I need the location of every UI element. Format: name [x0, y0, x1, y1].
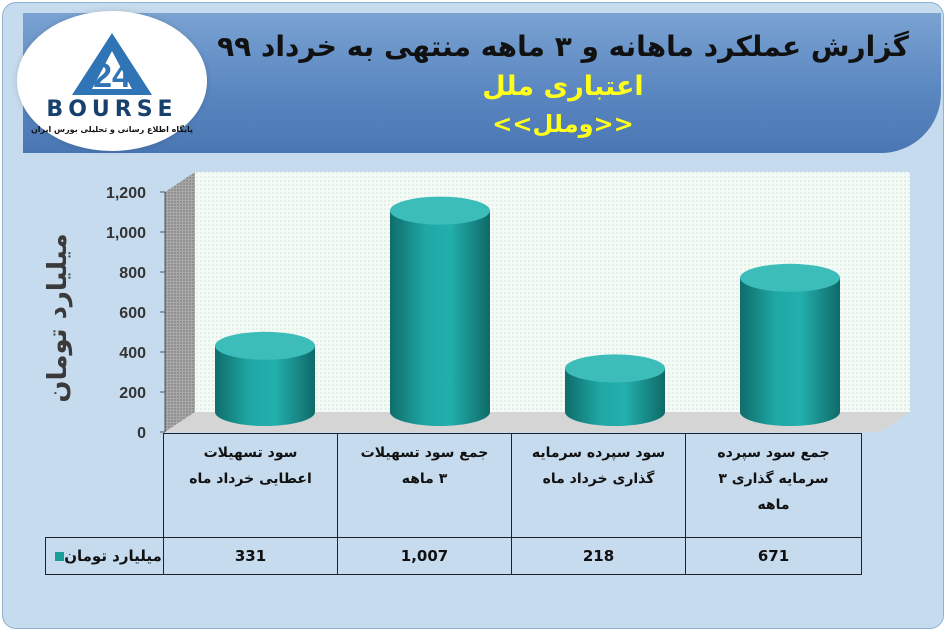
banner-text: گزارش عملکرد ماهانه و ۳ ماهه منتهی به خر… — [213, 27, 913, 141]
table-cell-value: 218 — [511, 537, 686, 575]
y-tick-label: 800 — [119, 265, 146, 282]
plot-back-wall — [195, 172, 910, 412]
report-title: گزارش عملکرد ماهانه و ۳ ماهه منتهی به خر… — [217, 30, 909, 63]
legend-entry: میلیارد تومان — [45, 537, 164, 575]
plot-floor — [165, 412, 910, 432]
bar — [740, 263, 840, 426]
y-tick-label: 200 — [119, 385, 146, 402]
company-name: اعتباری ملل — [482, 71, 644, 102]
bar — [565, 354, 665, 426]
plot-side-wall — [165, 172, 195, 432]
y-tick-label: 600 — [119, 305, 146, 322]
category-header: سود تسهیلات اعطایی خرداد ماه — [163, 433, 338, 538]
category-header: جمع سود سپرده سرمایه گذاری ۳ ماهه — [685, 433, 862, 538]
bar — [215, 331, 315, 426]
ticker-symbol: <<وملل>> — [492, 110, 634, 138]
category-header: جمع سود تسهیلات ۳ ماهه — [337, 433, 512, 538]
triangle-logo-icon: 24 — [72, 33, 152, 95]
y-axis-label: میلیارد تومان — [43, 233, 73, 402]
bars-group — [215, 196, 840, 426]
category-header: سود سپرده سرمایه گذاری خرداد ماه — [511, 433, 686, 538]
table-cell-value: 1,007 — [337, 537, 512, 575]
y-tick-label: 1,000 — [106, 225, 146, 242]
logo-tagline: پایگاه اطلاع رسانی و تحلیلی بورس ایران — [30, 125, 194, 134]
data-table: سود تسهیلات اعطایی خرداد ماه جمع سود تسهی… — [45, 433, 862, 575]
table-header-row: سود تسهیلات اعطایی خرداد ماه جمع سود تسهی… — [45, 433, 862, 538]
table-cell-value: 671 — [685, 537, 862, 575]
logo-brand: BOURSE — [46, 97, 178, 122]
y-tick-label: 1,200 — [106, 185, 146, 202]
legend-swatch-icon — [55, 552, 65, 561]
bourse24-logo: 24 BOURSE پایگاه اطلاع رسانی و تحلیلی بو… — [17, 11, 207, 151]
table-value-row: میلیارد تومان 331 1,007 218 671 — [45, 537, 862, 575]
svg-text:24: 24 — [93, 57, 131, 95]
table-cell-value: 331 — [163, 537, 338, 575]
y-tick-label: 400 — [119, 345, 146, 362]
bar — [390, 196, 490, 426]
